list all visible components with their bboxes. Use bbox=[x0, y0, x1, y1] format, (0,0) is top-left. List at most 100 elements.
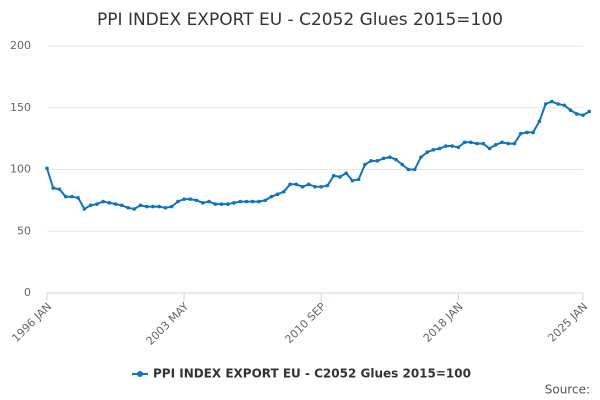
point bbox=[282, 189, 286, 194]
point bbox=[425, 150, 429, 155]
x-tick-label: 2003 MAY bbox=[144, 300, 192, 348]
point bbox=[581, 113, 585, 117]
x-tick-label: 2010 SEP bbox=[282, 300, 328, 346]
point bbox=[556, 102, 560, 106]
legend-label: PPI INDEX EXPORT EU - C2052 Glues 2015=1… bbox=[153, 367, 471, 381]
point bbox=[288, 182, 292, 187]
point bbox=[543, 102, 548, 106]
point bbox=[138, 203, 143, 208]
point bbox=[257, 199, 261, 204]
point bbox=[219, 202, 224, 206]
point bbox=[344, 171, 348, 176]
point bbox=[493, 143, 498, 147]
chart-title: PPI INDEX EXPORT EU - C2052 Glues 2015=1… bbox=[97, 10, 503, 30]
point bbox=[550, 99, 554, 104]
point bbox=[144, 204, 149, 209]
point bbox=[101, 199, 105, 204]
y-tick-label: 200 bbox=[10, 39, 31, 52]
point bbox=[207, 199, 211, 204]
point bbox=[88, 203, 93, 208]
point bbox=[306, 182, 311, 187]
point bbox=[263, 198, 267, 203]
point bbox=[45, 166, 49, 171]
point bbox=[132, 207, 137, 211]
point bbox=[76, 196, 80, 200]
point bbox=[157, 204, 161, 209]
point bbox=[475, 141, 479, 146]
point bbox=[51, 186, 56, 190]
point bbox=[462, 140, 467, 145]
source-label: Source: bbox=[545, 383, 590, 397]
point bbox=[537, 119, 542, 124]
y-tick-label: 50 bbox=[17, 224, 31, 237]
y-tick-label: 100 bbox=[10, 163, 31, 176]
point bbox=[225, 202, 230, 206]
point bbox=[369, 159, 373, 163]
point bbox=[506, 141, 511, 146]
point bbox=[70, 194, 74, 199]
point bbox=[587, 109, 592, 114]
point bbox=[531, 130, 535, 135]
point bbox=[163, 205, 168, 210]
point bbox=[350, 178, 355, 183]
point bbox=[406, 167, 411, 172]
point bbox=[182, 197, 186, 201]
point bbox=[194, 198, 199, 203]
point bbox=[450, 144, 454, 148]
x-tick-label: 2025 JAN bbox=[545, 300, 590, 345]
point bbox=[400, 162, 405, 167]
point bbox=[568, 108, 573, 113]
point bbox=[325, 183, 330, 188]
point bbox=[169, 204, 174, 209]
point bbox=[387, 155, 392, 159]
legend-marker bbox=[137, 371, 143, 377]
point bbox=[412, 167, 417, 172]
point bbox=[394, 157, 398, 162]
point bbox=[275, 192, 280, 196]
y-tick-label: 150 bbox=[10, 101, 31, 114]
point bbox=[319, 184, 324, 189]
point bbox=[562, 103, 567, 108]
point bbox=[151, 204, 155, 209]
point bbox=[431, 147, 436, 152]
point bbox=[244, 199, 249, 204]
point bbox=[375, 159, 380, 163]
point bbox=[481, 141, 486, 146]
point bbox=[525, 130, 529, 135]
point bbox=[95, 202, 99, 206]
point bbox=[113, 202, 118, 206]
series-line bbox=[46, 100, 590, 211]
point bbox=[176, 199, 180, 204]
point bbox=[63, 194, 68, 199]
point bbox=[107, 201, 112, 205]
point bbox=[188, 197, 193, 201]
point bbox=[300, 184, 305, 189]
point bbox=[381, 156, 386, 161]
y-tick-label: 0 bbox=[24, 286, 31, 299]
point bbox=[500, 140, 504, 145]
point bbox=[512, 141, 517, 146]
point bbox=[238, 199, 243, 204]
point bbox=[456, 145, 461, 150]
point bbox=[313, 184, 317, 189]
point bbox=[213, 202, 218, 206]
point bbox=[269, 194, 274, 199]
point bbox=[487, 146, 492, 151]
point bbox=[419, 155, 423, 159]
point bbox=[437, 146, 442, 151]
point bbox=[469, 140, 473, 145]
point bbox=[356, 177, 361, 182]
point bbox=[518, 131, 523, 136]
point bbox=[338, 175, 342, 179]
point bbox=[232, 201, 236, 205]
point bbox=[82, 207, 87, 211]
x-tick-label: 1996 JAN bbox=[9, 300, 54, 345]
point bbox=[126, 205, 130, 210]
point bbox=[294, 182, 299, 187]
point bbox=[250, 199, 255, 204]
x-tick-label: 2018 JAN bbox=[421, 300, 466, 345]
point bbox=[201, 201, 205, 205]
point bbox=[57, 187, 62, 192]
point bbox=[574, 112, 579, 116]
